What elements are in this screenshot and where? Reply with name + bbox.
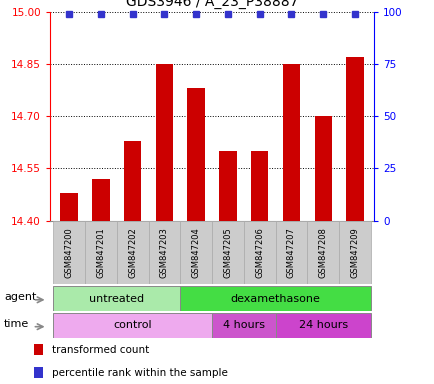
Bar: [282, 64, 299, 221]
Bar: [34, 344, 43, 355]
Text: GSM847200: GSM847200: [64, 227, 73, 278]
Bar: [60, 193, 78, 221]
Text: control: control: [113, 320, 151, 331]
Bar: [148, 221, 180, 284]
Text: GSM847202: GSM847202: [128, 227, 137, 278]
Text: dexamethasone: dexamethasone: [230, 293, 320, 304]
Text: transformed count: transformed count: [52, 345, 148, 355]
Bar: [53, 313, 212, 338]
Text: GSM847205: GSM847205: [223, 227, 232, 278]
Bar: [345, 57, 363, 221]
Bar: [92, 179, 109, 221]
Text: GSM847208: GSM847208: [318, 227, 327, 278]
Bar: [212, 221, 243, 284]
Bar: [243, 221, 275, 284]
Text: GSM847209: GSM847209: [350, 227, 359, 278]
Bar: [180, 286, 370, 311]
Text: GSM847206: GSM847206: [255, 227, 263, 278]
Text: untreated: untreated: [89, 293, 144, 304]
Text: percentile rank within the sample: percentile rank within the sample: [52, 368, 227, 378]
Bar: [116, 221, 148, 284]
Text: GSM847203: GSM847203: [160, 227, 168, 278]
Bar: [307, 221, 339, 284]
Bar: [275, 221, 307, 284]
Bar: [219, 151, 236, 221]
Bar: [124, 141, 141, 221]
Bar: [339, 221, 370, 284]
Bar: [155, 64, 173, 221]
Bar: [212, 313, 275, 338]
Text: GSM847201: GSM847201: [96, 227, 105, 278]
Title: GDS3946 / A_23_P38887: GDS3946 / A_23_P38887: [125, 0, 298, 9]
Bar: [314, 116, 331, 221]
Bar: [53, 221, 85, 284]
Bar: [180, 221, 212, 284]
Bar: [275, 313, 370, 338]
Text: GSM847204: GSM847204: [191, 227, 200, 278]
Bar: [250, 151, 268, 221]
Text: 24 hours: 24 hours: [298, 320, 347, 331]
Bar: [187, 88, 204, 221]
Bar: [34, 367, 43, 378]
Bar: [85, 221, 116, 284]
Bar: [53, 286, 180, 311]
Text: time: time: [4, 319, 29, 329]
Text: GSM847207: GSM847207: [286, 227, 295, 278]
Text: 4 hours: 4 hours: [222, 320, 264, 331]
Text: agent: agent: [4, 292, 36, 302]
